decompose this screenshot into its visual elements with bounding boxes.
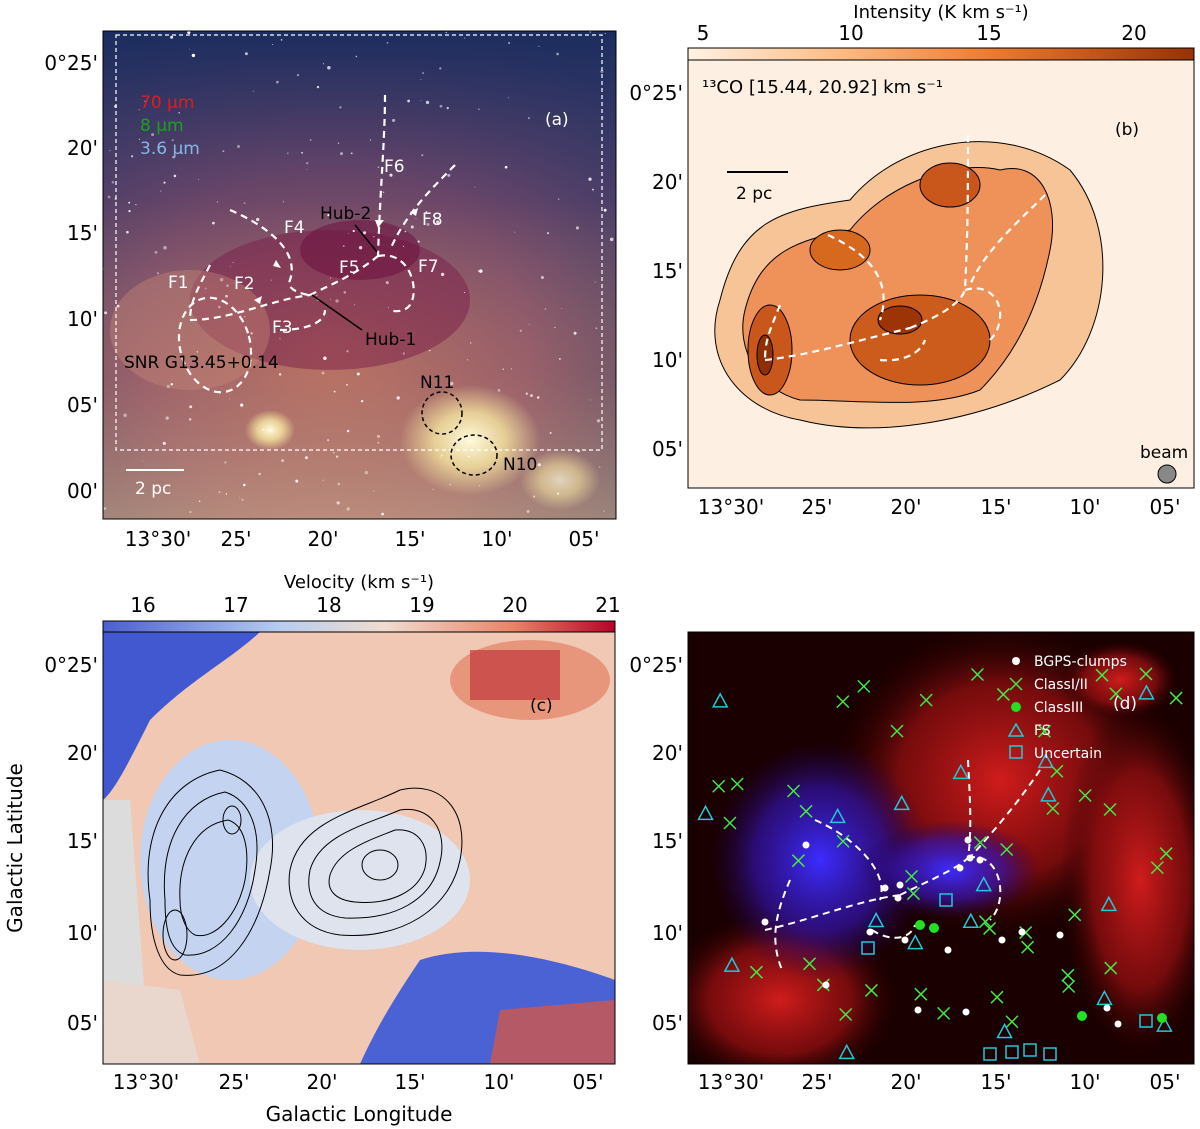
colorbar-intensity — [687, 47, 1195, 61]
c-lon-20: 20' — [307, 1070, 338, 1094]
panel-b: Intensity (K km s⁻¹) 5 10 15 20 — [687, 2, 1195, 489]
d-lat-05: 05' — [652, 1011, 683, 1035]
c-lat-25: 0°25' — [44, 653, 98, 677]
c-lon-05: 05' — [573, 1070, 604, 1094]
axis-ticks: 0°25' 20' 15' 10' 05' 00' 13°30' 25' 20'… — [44, 51, 1180, 1094]
scale-bar-a: 2 pc — [135, 479, 171, 499]
band-8um: 8 μm — [140, 116, 184, 136]
label-n11: N11 — [420, 373, 454, 393]
cb-c-tick-16: 16 — [130, 593, 155, 617]
band-3p6um: 3.6 μm — [140, 139, 200, 159]
legend-uncertain: Uncertain — [1034, 746, 1102, 762]
legend-d: BGPS-clumps ClassI/II ClassIII FS Uncert… — [1007, 654, 1127, 762]
b-lon-25: 25' — [802, 495, 833, 519]
label-f5: F5 — [339, 258, 360, 278]
panel-c: Velocity (km s⁻¹) 16 17 18 19 20 21 — [102, 572, 621, 1065]
cb-b-tick-15: 15 — [976, 21, 1001, 45]
b-lat-05: 05' — [652, 437, 683, 461]
d-lon-20: 20' — [891, 1070, 922, 1094]
a-lon-30: 13°30' — [125, 527, 191, 551]
panel-b-tag: (b) — [1115, 120, 1139, 140]
label-f6: F6 — [384, 157, 405, 177]
b-lon-30: 13°30' — [698, 495, 764, 519]
cb-b-tick-20: 20 — [1121, 21, 1146, 45]
label-f2: F2 — [234, 274, 255, 294]
a-lat-00: 00' — [67, 479, 98, 503]
cb-c-tick-19: 19 — [409, 593, 434, 617]
b-lat-25: 0°25' — [629, 81, 683, 105]
label-f3: F3 — [272, 318, 293, 338]
cb-c-tick-17: 17 — [223, 593, 248, 617]
a-lat-15: 15' — [67, 221, 98, 245]
colorbar-b-title: Intensity (K km s⁻¹) — [853, 2, 1028, 23]
b-lon-15: 15' — [981, 495, 1012, 519]
d-lat-10: 10' — [652, 921, 683, 945]
d-lon-05: 05' — [1150, 1070, 1181, 1094]
scale-bar-b: 2 pc — [736, 184, 772, 204]
beam-circle — [1157, 464, 1177, 484]
panel-d: BGPS-clumps ClassI/II ClassIII FS Uncert… — [687, 631, 1195, 1065]
legend-class12: ClassI/II — [1034, 677, 1088, 693]
d-lat-20: 20' — [652, 741, 683, 765]
c-lat-10: 10' — [67, 921, 98, 945]
colorbar-c-title: Velocity (km s⁻¹) — [284, 572, 434, 593]
legend-fs: FS — [1034, 723, 1051, 739]
a-lon-20: 20' — [308, 527, 339, 551]
filament-skeleton — [177, 94, 456, 394]
a-lat-20: 20' — [67, 136, 98, 160]
b-lat-20: 20' — [652, 170, 683, 194]
label-f4: F4 — [284, 218, 305, 238]
label-hub1: Hub-1 — [365, 330, 416, 350]
x-axis-title: Galactic Longitude — [266, 1102, 453, 1126]
d-lon-30: 13°30' — [698, 1070, 764, 1094]
b-lon-10: 10' — [1070, 495, 1101, 519]
cb-b-tick-10: 10 — [838, 21, 863, 45]
a-lat-25: 0°25' — [44, 51, 98, 75]
d-lat-25: 0°25' — [629, 653, 683, 677]
c-lon-15: 15' — [395, 1070, 426, 1094]
d-lat-15: 15' — [652, 829, 683, 853]
panel-a-tag: (a) — [545, 110, 569, 130]
c-lon-25: 25' — [219, 1070, 250, 1094]
b-lon-05: 05' — [1150, 495, 1181, 519]
d-lon-10: 10' — [1070, 1070, 1101, 1094]
band-70um: 70 μm — [140, 93, 194, 113]
label-f1: F1 — [168, 273, 189, 293]
a-lat-05: 05' — [67, 393, 98, 417]
c-lat-15: 15' — [67, 829, 98, 853]
cb-c-tick-20: 20 — [502, 593, 527, 617]
beam-label: beam — [1140, 443, 1188, 463]
c-lon-30: 13°30' — [113, 1070, 179, 1094]
label-f8: F8 — [422, 210, 443, 230]
colorbar-velocity — [102, 620, 616, 634]
d-lon-15: 15' — [981, 1070, 1012, 1094]
label-f7: F7 — [418, 257, 439, 277]
c-lat-20: 20' — [67, 741, 98, 765]
cb-c-tick-21: 21 — [595, 593, 620, 617]
a-lon-10: 10' — [482, 527, 513, 551]
y-axis-title: Galactic Latitude — [3, 763, 27, 933]
panel-c-tag: (c) — [530, 696, 553, 716]
snr-label: SNR G13.45+0.14 — [124, 353, 279, 373]
label-n10: N10 — [503, 455, 537, 475]
legend-class3: ClassIII — [1034, 700, 1083, 716]
d-lon-25: 25' — [802, 1070, 833, 1094]
c-lat-05: 05' — [67, 1011, 98, 1035]
a-lon-25: 25' — [221, 527, 252, 551]
c-lon-10: 10' — [484, 1070, 515, 1094]
legend-bgps: BGPS-clumps — [1034, 654, 1127, 670]
panel-d-tag: (d) — [1113, 694, 1137, 714]
b-lon-20: 20' — [891, 495, 922, 519]
cb-b-tick-5: 5 — [697, 21, 710, 45]
band-legend: 70 μm 8 μm 3.6 μm — [140, 93, 200, 159]
b-lat-15: 15' — [652, 259, 683, 283]
b-lat-10: 10' — [652, 348, 683, 372]
panel-a: 70 μm 8 μm 3.6 μm (a) F1 F2 F3 F4 — [102, 30, 617, 520]
a-lon-05: 05' — [569, 527, 600, 551]
line-label: ¹³CO [15.44, 20.92] km s⁻¹ — [702, 77, 943, 98]
label-hub2: Hub-2 — [320, 204, 371, 224]
a-lon-15: 15' — [395, 527, 426, 551]
cb-c-tick-18: 18 — [316, 593, 341, 617]
a-lat-10: 10' — [67, 307, 98, 331]
